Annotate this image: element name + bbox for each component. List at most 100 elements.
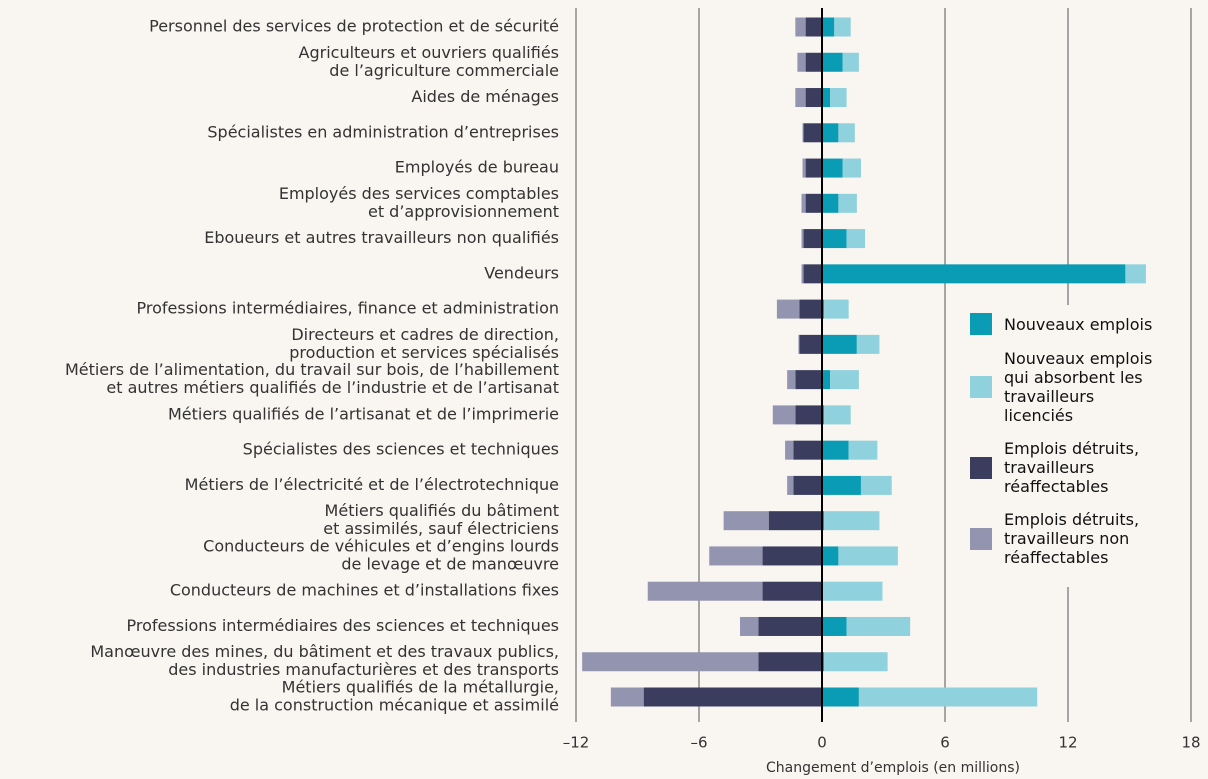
bar-segment	[787, 475, 794, 495]
bar-segment	[802, 123, 804, 143]
bar-segment	[822, 405, 825, 425]
legend-label: Nouveaux emplois qui absorbent les trava…	[1004, 349, 1153, 425]
legend-swatch	[970, 376, 992, 398]
bar-segment	[822, 370, 831, 390]
category-label: et assimilés, sauf électriciens	[323, 519, 559, 538]
bar-segment	[822, 687, 859, 707]
category-label: et autres métiers qualifiés de l’industr…	[106, 378, 559, 397]
bar-segment	[797, 52, 806, 72]
x-tick-label: 0	[817, 734, 827, 752]
bar-segment	[762, 546, 822, 566]
bar-segment	[801, 264, 804, 284]
bar-segment	[830, 370, 859, 390]
bar-segment	[787, 370, 796, 390]
bar-segment	[858, 687, 1038, 707]
bar-segment	[822, 652, 825, 672]
category-label: Agriculteurs et ouvriers qualifiés	[299, 43, 559, 62]
bar-segment	[805, 17, 822, 37]
bar-segment	[793, 475, 822, 495]
bar-segment	[803, 229, 822, 249]
bar-segment	[822, 511, 825, 531]
bar-segment	[822, 334, 857, 354]
bar-segment	[799, 334, 822, 354]
bar-segment	[842, 158, 861, 178]
bar-segment	[762, 581, 822, 601]
bar-segment	[838, 546, 898, 566]
legend-swatch	[970, 313, 992, 335]
bar-segment	[822, 299, 825, 319]
bar-segment	[842, 52, 859, 72]
bar-segment	[802, 158, 806, 178]
category-label: de levage et de manœuvre	[341, 554, 559, 573]
bar-segment	[795, 17, 806, 37]
bar-segment	[795, 405, 822, 425]
bar-segment	[795, 370, 822, 390]
category-label: Métiers qualifiés de la métallurgie,	[282, 678, 559, 697]
bar-segment	[795, 88, 806, 108]
bar-segment	[822, 475, 861, 495]
category-label: Spécialistes des sciences et techniques	[243, 440, 559, 459]
bar-segment	[723, 511, 769, 531]
x-axis-label: Changement d’emplois (en millions)	[766, 760, 1020, 776]
category-label: Conducteurs de machines et d’installatio…	[170, 581, 559, 600]
legend: Nouveaux emplois Nouveaux emplois qui abs…	[960, 305, 1175, 587]
bar-segment	[1125, 264, 1146, 284]
category-label: et d’approvisionnement	[368, 202, 559, 221]
legend-swatch	[970, 456, 992, 479]
bar-segment	[805, 193, 822, 213]
category-label: Métiers qualifiés du bâtiment	[325, 501, 559, 520]
legend-item: Emplois détruits, travailleurs non réaff…	[970, 510, 1175, 567]
bar-segment	[830, 88, 847, 108]
x-tick-label: –12	[563, 734, 590, 752]
bar-segment	[824, 511, 880, 531]
category-label: Employés de bureau	[395, 158, 559, 177]
x-tick-label: 18	[1181, 734, 1200, 752]
legend-item: Emplois détruits, travailleurs réaffecta…	[970, 439, 1175, 496]
category-label: Professions intermédiaires des sciences …	[127, 616, 559, 635]
bar-segment	[838, 193, 857, 213]
bar-segment	[801, 229, 804, 249]
x-tick-label: 12	[1058, 734, 1077, 752]
bar-segment	[824, 405, 851, 425]
bar-segment	[758, 616, 822, 636]
x-tick-label: 6	[940, 734, 950, 752]
bar-segment	[805, 52, 822, 72]
category-label: des industries manufacturières et des tr…	[168, 660, 559, 679]
legend-item: Nouveaux emplois	[970, 313, 1175, 335]
bar-segment	[822, 546, 839, 566]
bar-segment	[768, 511, 822, 531]
legend-label: Emplois détruits, travailleurs réaffecta…	[1004, 439, 1140, 496]
category-label: Métiers de l’électricité et de l’électro…	[185, 475, 559, 494]
bar-segment	[834, 17, 851, 37]
x-tick-label: –6	[690, 734, 707, 752]
bar-segment	[846, 616, 911, 636]
category-label: Métiers qualifiés de l’artisanat et de l…	[168, 404, 559, 423]
bar-segment	[822, 264, 1126, 284]
category-label: production et services spécialisés	[289, 343, 559, 362]
bar-segment	[799, 299, 822, 319]
bar-segment	[846, 229, 866, 249]
category-label: Métiers de l’alimentation, du travail su…	[65, 360, 559, 379]
bar-segment	[838, 123, 855, 143]
category-label: Vendeurs	[484, 263, 559, 282]
legend-item: Nouveaux emplois qui absorbent les trava…	[970, 349, 1175, 425]
bar-segment	[582, 652, 759, 672]
bar-segment	[647, 581, 763, 601]
bar-segment	[610, 687, 644, 707]
category-label: Eboueurs et autres travailleurs non qual…	[204, 228, 559, 247]
bar-segment	[823, 581, 883, 601]
bar-segment	[822, 123, 839, 143]
bar-segment	[822, 158, 843, 178]
bar-segment	[776, 299, 800, 319]
bar-segment	[860, 475, 892, 495]
bar-segment	[822, 440, 849, 460]
category-label: Employés des services comptables	[279, 184, 559, 203]
bar-segment	[798, 334, 800, 354]
legend-label: Emplois détruits, travailleurs non réaff…	[1004, 510, 1140, 567]
bar-segment	[822, 229, 847, 249]
bar-segment	[772, 405, 796, 425]
bar-segment	[824, 652, 888, 672]
bar-segment	[803, 264, 822, 284]
